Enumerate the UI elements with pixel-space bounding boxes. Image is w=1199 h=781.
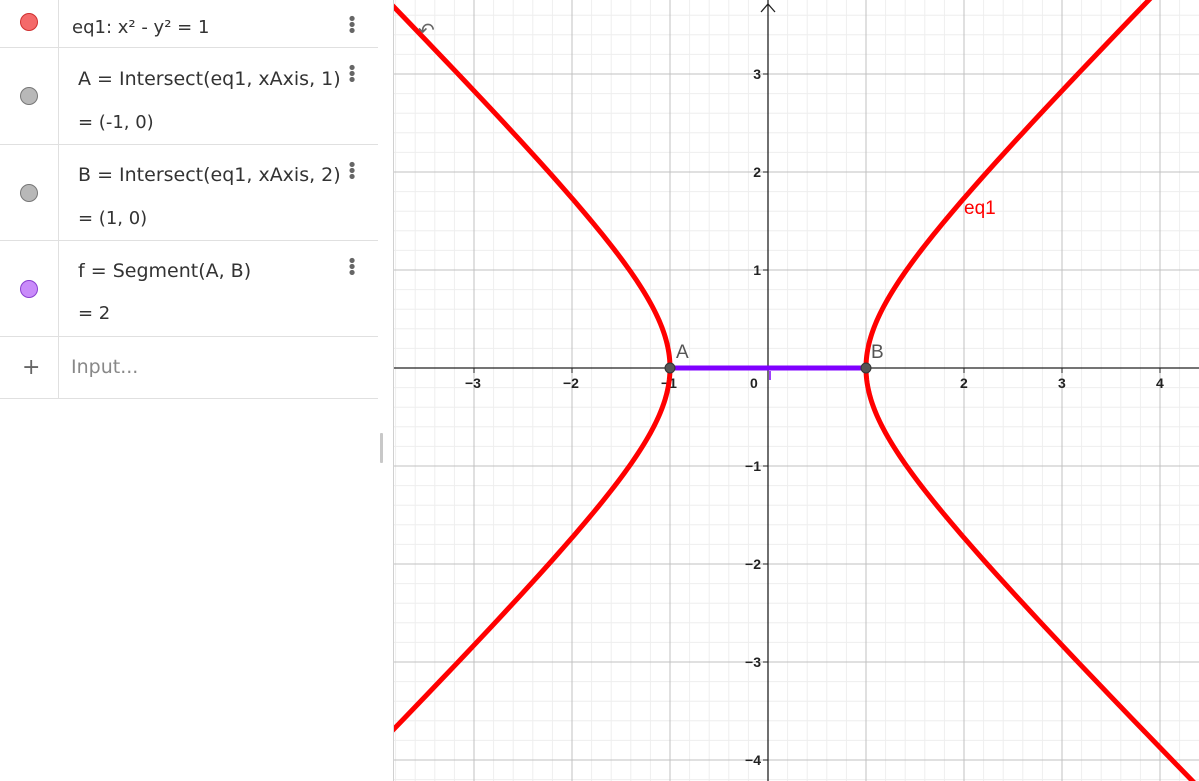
more-menu-icon[interactable]: • • •	[346, 58, 358, 91]
visibility-toggle-f[interactable]	[20, 280, 38, 298]
more-menu-icon[interactable]: • • •	[346, 251, 358, 284]
visibility-toggle-A[interactable]	[20, 87, 38, 105]
point-B[interactable]	[860, 362, 872, 374]
input-column	[0, 337, 59, 398]
grid-minor	[394, 0, 1199, 781]
point-B-label: B	[871, 342, 884, 363]
visibility-toggle-eq1[interactable]	[20, 13, 38, 31]
B-definition[interactable]: B = Intersect(eq1, xAxis, 2)	[78, 164, 341, 186]
undo-icon[interactable]: ↶	[418, 18, 435, 42]
hyperbola-right-branch[interactable]	[863, 0, 1199, 781]
f-value: = 2	[78, 303, 111, 324]
hyperbola-left-branch[interactable]	[394, 0, 673, 781]
algebra-item-f[interactable]: f = Segment(A, B) = 2 • • •	[0, 241, 378, 337]
panel-divider[interactable]	[378, 0, 394, 781]
curve-label-eq1: eq1	[964, 198, 996, 219]
x-tick-label: 3	[1058, 375, 1066, 391]
y-tick-label: 3	[753, 66, 761, 82]
y-tick-label: −4	[745, 752, 761, 768]
visibility-column	[0, 48, 59, 144]
visibility-column	[0, 0, 59, 47]
grid-major	[394, 0, 1199, 781]
y-tick-label: 1	[753, 262, 761, 278]
visibility-column	[0, 241, 59, 336]
y-tick-label: 2	[753, 164, 761, 180]
axis-ticks	[473, 73, 1161, 761]
f-definition[interactable]: f = Segment(A, B)	[78, 260, 252, 282]
visibility-column	[0, 145, 59, 240]
y-tick-label: −3	[745, 654, 761, 670]
visibility-toggle-B[interactable]	[20, 184, 38, 202]
algebra-view: eq1: x² - y² = 1 • • • A = Intersect(eq1, …	[0, 0, 378, 781]
x-tick-label: 4	[1156, 375, 1164, 391]
algebra-item-eq1[interactable]: eq1: x² - y² = 1 • • •	[0, 0, 378, 48]
resize-handle[interactable]	[380, 433, 383, 463]
y-tick-label: −2	[745, 556, 761, 572]
eq1-definition[interactable]: eq1: x² - y² = 1	[72, 17, 210, 38]
B-value: = (1, 0)	[78, 208, 148, 229]
algebra-item-A[interactable]: A = Intersect(eq1, xAxis, 1) = (-1, 0) •…	[0, 48, 378, 145]
point-A[interactable]	[664, 362, 676, 374]
point-A-label: A	[676, 342, 689, 363]
more-menu-icon[interactable]: • • •	[346, 9, 358, 42]
y-axis-arrow	[760, 3, 776, 13]
A-value: = (-1, 0)	[78, 112, 154, 133]
algebra-item-B[interactable]: B = Intersect(eq1, xAxis, 2) = (1, 0) • •…	[0, 145, 378, 241]
A-definition[interactable]: A = Intersect(eq1, xAxis, 1)	[78, 68, 341, 90]
y-tick-label: −1	[745, 458, 761, 474]
x-tick-label: 0	[750, 375, 758, 391]
algebra-input[interactable]: Input...	[71, 356, 139, 378]
x-tick-label: 2	[960, 375, 968, 391]
x-tick-label: −2	[563, 375, 579, 391]
more-menu-icon[interactable]: • • •	[346, 155, 358, 188]
algebra-input-row[interactable]	[0, 337, 378, 399]
add-icon[interactable]: +	[22, 355, 41, 380]
x-tick-label: −3	[465, 375, 481, 391]
